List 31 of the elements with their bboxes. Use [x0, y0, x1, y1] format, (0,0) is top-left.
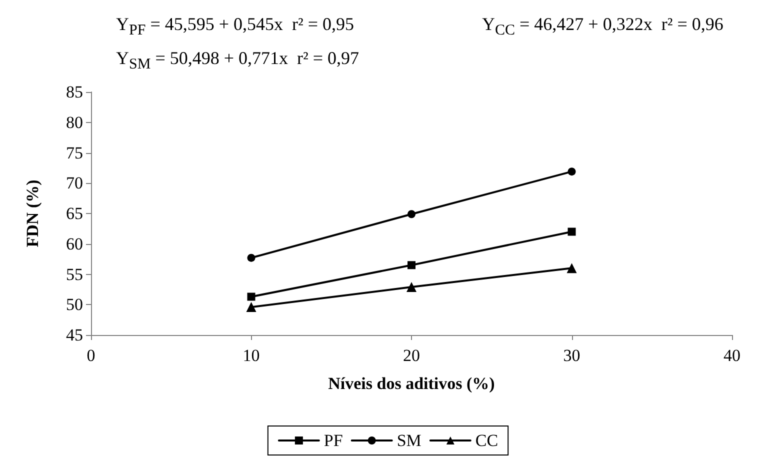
point [408, 261, 416, 270]
point [247, 292, 256, 301]
y-tick-label: 70 [66, 174, 83, 193]
x-axis-title: Níveis dos aditivos (%) [328, 374, 495, 393]
text: Y$_{PF}$ = 45,595 + 0,545x r² = 0,95 [116, 14, 354, 40]
text: Y$_{SM}$ = 50,498 + 0,771x r² = 0,97 [116, 48, 360, 74]
x-tick-label: 40 [724, 346, 740, 365]
legend-label: SM [396, 431, 422, 450]
y-tick-label: 80 [66, 112, 83, 132]
y-axis-title: FDN (%) [23, 180, 42, 248]
point [247, 254, 256, 262]
y-tick-label: 75 [66, 143, 83, 162]
x-tick-label: 20 [403, 346, 420, 365]
point [406, 282, 416, 292]
legend-label: PF [324, 431, 343, 450]
y-tick-label: 85 [66, 82, 83, 102]
y-tick-label: 65 [66, 204, 83, 223]
y-tick-label: 55 [66, 264, 83, 284]
y-tick-label: 50 [66, 295, 83, 314]
point [568, 168, 576, 176]
point [566, 263, 577, 274]
y-tick-label: 60 [66, 234, 83, 254]
x-tick-label: 30 [563, 346, 580, 365]
point [568, 228, 576, 236]
y-tick-label: 45 [66, 326, 83, 344]
point [246, 302, 256, 312]
text: Y$_{CC}$ = 46,427 + 0,322x r² = 0,96 [482, 14, 724, 40]
legend-label: CC [475, 431, 498, 450]
x-tick-label: 10 [242, 346, 260, 365]
point [408, 210, 416, 218]
x-tick-label: 0 [86, 346, 96, 365]
